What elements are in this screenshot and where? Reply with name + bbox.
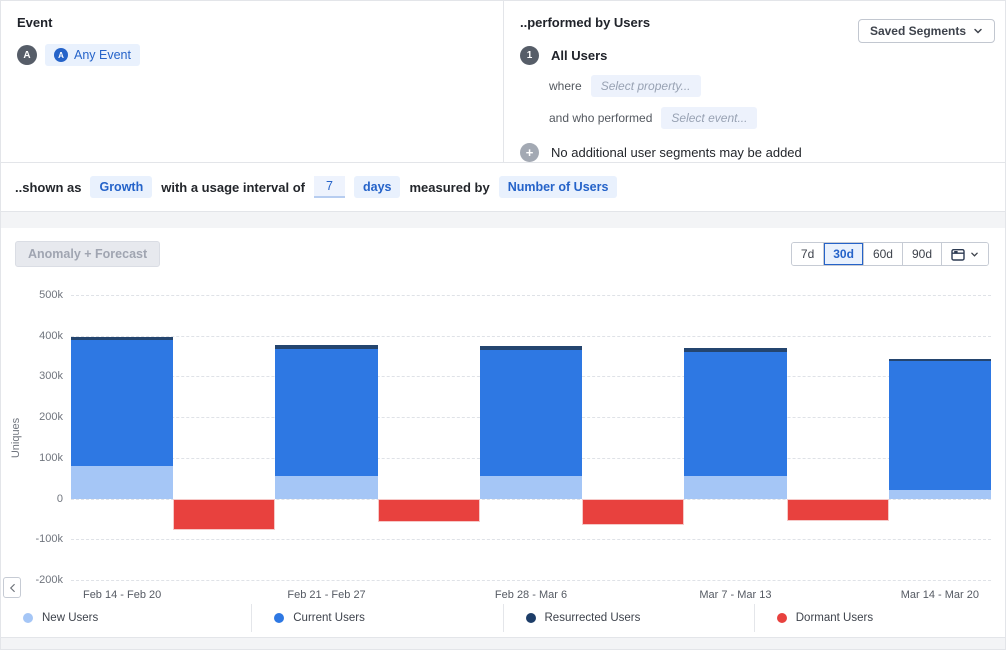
y-tick-label: -200k <box>35 574 63 586</box>
where-row: where Select property... <box>549 75 989 97</box>
bar-segment-resurrected-users[interactable] <box>889 359 991 361</box>
any-event-icon: A <box>54 48 68 62</box>
bar-segment-dormant-users[interactable] <box>787 499 889 522</box>
bar-segment-new-users[interactable] <box>480 476 582 498</box>
chevron-left-icon <box>9 583 16 593</box>
shown-as-label: ..shown as <box>15 180 81 195</box>
y-tick-label: 100k <box>39 452 63 464</box>
legend-dot <box>274 613 284 623</box>
bar-segment-dormant-users[interactable] <box>378 499 480 522</box>
event-row: A A Any Event <box>17 44 487 66</box>
range-button-30d[interactable]: 30d <box>824 243 864 265</box>
bar-segment-new-users[interactable] <box>684 476 786 498</box>
saved-segments-button[interactable]: Saved Segments <box>858 19 995 43</box>
bar-segment-current-users[interactable] <box>684 352 786 477</box>
any-event-label: Any Event <box>74 48 131 62</box>
growth-analysis-page: Event A A Any Event ..performed by Users… <box>0 0 1006 650</box>
metric-chip[interactable]: Growth <box>90 176 152 198</box>
legend-item-dormant-users[interactable]: Dormant Users <box>754 604 1005 632</box>
legend-label: Dormant Users <box>796 612 873 624</box>
chevron-down-icon <box>970 251 979 258</box>
bar-segment-resurrected-users[interactable] <box>71 337 173 340</box>
x-axis-label: Feb 28 - Mar 6 <box>495 589 567 601</box>
range-button-7d[interactable]: 7d <box>792 243 824 265</box>
x-axis-label: Feb 21 - Feb 27 <box>287 589 365 601</box>
section-gap <box>1 212 1005 228</box>
event-panel: Event A A Any Event <box>1 1 504 162</box>
measured-by-label: measured by <box>409 180 489 195</box>
y-tick-label: 500k <box>39 289 63 301</box>
event-avatar: A <box>17 45 37 65</box>
range-button-90d[interactable]: 90d <box>903 243 942 265</box>
y-axis: 500k400k300k200k100k0-100k-200k <box>1 295 63 580</box>
add-segment-row: + No additional user segments may be add… <box>520 143 989 162</box>
shown-as-row: ..shown as Growth with a usage interval … <box>1 163 1005 212</box>
y-tick-label: -100k <box>35 533 63 545</box>
gridline <box>71 580 991 581</box>
select-event-input[interactable]: Select event... <box>661 107 757 129</box>
date-range-group: 7d30d60d90d <box>791 242 989 266</box>
legend-dot <box>23 613 33 623</box>
any-event-chip[interactable]: A Any Event <box>45 44 140 66</box>
chevron-down-icon <box>973 27 983 35</box>
bar-segment-resurrected-users[interactable] <box>275 345 377 349</box>
bar-segment-current-users[interactable] <box>275 349 377 476</box>
x-axis-label: Feb 14 - Feb 20 <box>83 589 161 601</box>
anomaly-forecast-button[interactable]: Anomaly + Forecast <box>15 241 160 267</box>
legend-dot <box>526 613 536 623</box>
bar-segment-dormant-users[interactable] <box>173 499 275 530</box>
add-segment-icon: + <box>520 143 539 162</box>
y-tick-label: 200k <box>39 411 63 423</box>
legend-label: Resurrected Users <box>545 612 641 624</box>
legend-dot <box>777 613 787 623</box>
gridline <box>71 295 991 296</box>
gridline <box>71 336 991 337</box>
bar-segment-current-users[interactable] <box>889 361 991 489</box>
calendar-range-button[interactable] <box>942 243 988 265</box>
event-panel-title: Event <box>17 15 487 30</box>
bar-segment-resurrected-users[interactable] <box>684 348 786 351</box>
chart-plot: Feb 14 - Feb 20Feb 21 - Feb 27Feb 28 - M… <box>71 295 991 580</box>
no-additional-segments-text: No additional user segments may be added <box>551 145 802 160</box>
segment-index-badge: 1 <box>520 46 539 65</box>
legend-label: Current Users <box>293 612 365 624</box>
interval-label: with a usage interval of <box>161 180 305 195</box>
query-definition-row: Event A A Any Event ..performed by Users… <box>1 1 1005 163</box>
chart-card: Anomaly + Forecast 7d30d60d90d Uniques 5… <box>1 228 1005 638</box>
interval-input[interactable] <box>314 176 345 198</box>
performed-row: and who performed Select event... <box>549 107 989 129</box>
performed-by-panel: ..performed by Users Saved Segments 1 Al… <box>504 1 1005 162</box>
x-axis-label: Mar 14 - Mar 20 <box>901 589 979 601</box>
bar-segment-resurrected-users[interactable] <box>480 346 582 349</box>
legend-label: New Users <box>42 612 98 624</box>
bar-segment-new-users[interactable] <box>889 490 991 499</box>
calendar-icon <box>951 248 965 261</box>
bar-segment-new-users[interactable] <box>71 466 173 499</box>
legend-item-resurrected-users[interactable]: Resurrected Users <box>503 604 754 632</box>
measure-chip[interactable]: Number of Users <box>499 176 618 198</box>
range-button-60d[interactable]: 60d <box>864 243 903 265</box>
scroll-left-button[interactable] <box>3 577 21 598</box>
performed-label: and who performed <box>549 111 652 125</box>
bar-segment-current-users[interactable] <box>480 350 582 477</box>
y-tick-label: 400k <box>39 330 63 342</box>
select-property-input[interactable]: Select property... <box>591 75 701 97</box>
y-tick-label: 300k <box>39 370 63 382</box>
interval-unit-chip[interactable]: days <box>354 176 401 198</box>
bar-segment-new-users[interactable] <box>275 476 377 498</box>
legend-item-current-users[interactable]: Current Users <box>251 604 502 632</box>
segment-name[interactable]: All Users <box>551 48 607 63</box>
where-label: where <box>549 79 582 93</box>
y-tick-label: 0 <box>57 493 63 505</box>
bar-segment-current-users[interactable] <box>71 340 173 466</box>
chart-legend: New Users Current Users Resurrected Users D… <box>1 602 1005 634</box>
legend-item-new-users[interactable]: New Users <box>1 604 251 632</box>
x-axis-label: Mar 7 - Mar 13 <box>699 589 771 601</box>
segment-row: 1 All Users <box>520 46 989 65</box>
chart-header: Anomaly + Forecast 7d30d60d90d <box>1 228 1005 267</box>
gridline <box>71 539 991 540</box>
bar-segment-dormant-users[interactable] <box>582 499 684 526</box>
saved-segments-label: Saved Segments <box>870 24 966 38</box>
